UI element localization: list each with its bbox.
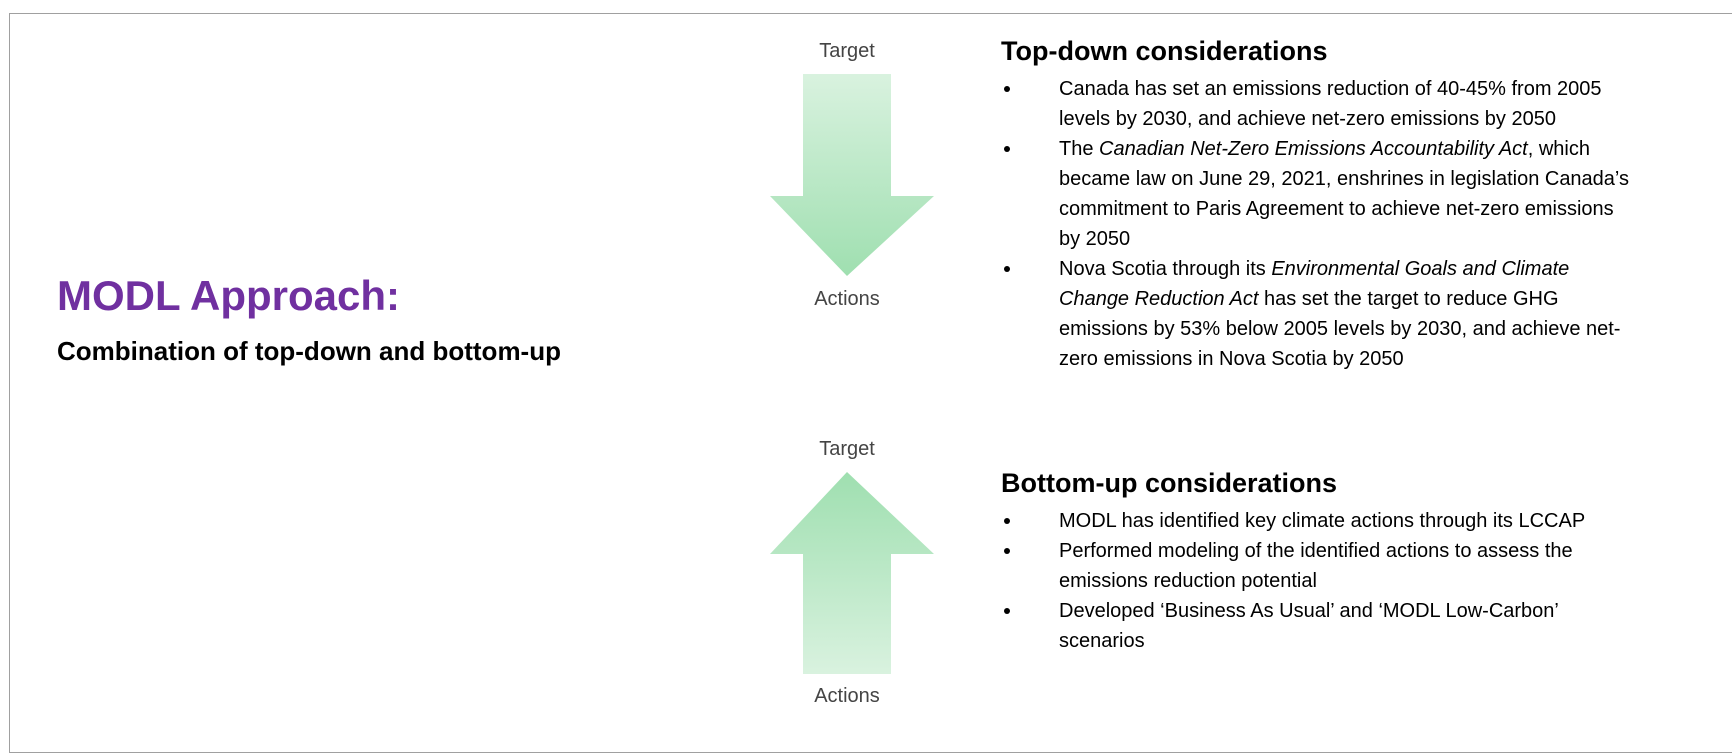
text: became law on June 29, 2021, enshrines i… [1059,168,1630,190]
subtitle: Combination of top-down and bottom-up [57,336,561,366]
text: Nova Scotia through its [1059,258,1272,280]
text: The [1059,138,1100,160]
page: MODL Approach: Combination of top-down a… [9,13,1732,753]
bullet-line: Developed ‘Business As Usual’ and ‘MODL … [1059,596,1559,626]
bullet-line: emissions by 53% below 2005 levels by 20… [1059,314,1620,344]
bullet-line: emissions reduction potential [1059,566,1317,596]
bullet-dot [1004,266,1010,272]
bullet-line: levels by 2030, and achieve net-zero emi… [1059,104,1556,134]
bullet-line: Canada has set an emissions reduction of… [1059,74,1602,104]
bullet-line: Performed modeling of the identified act… [1059,536,1573,566]
text: scenarios [1059,630,1145,652]
arrow-label: Target [819,40,875,62]
title: MODL Approach: [57,272,400,319]
arrow-label: Actions [814,685,880,707]
section-heading: Top-down considerations [1001,36,1328,66]
bullet-line: commitment to Paris Agreement to achieve… [1059,194,1614,224]
bullet-line: Change Reduction Act has set the target … [1059,284,1559,314]
text: zero emissions in Nova Scotia by 2050 [1059,348,1404,370]
arrow-label: Actions [814,288,880,310]
bullet-line: MODL has identified key climate actions … [1059,506,1585,536]
text: has set the target to reduce GHG [1258,288,1559,310]
italic-text: Environmental Goals and Climate [1271,258,1570,280]
bullet-dot [1004,86,1010,92]
text: Canada has set an emissions reduction of… [1059,78,1602,100]
text: levels by 2030, and achieve net-zero emi… [1059,108,1556,130]
text: , which [1527,138,1590,160]
italic-text: Canadian Net-Zero Emissions Accountabili… [1099,138,1528,160]
italic-text: Change Reduction Act [1059,288,1259,310]
bullet-dot [1004,146,1010,152]
arrows [770,74,934,674]
text: Developed ‘Business As Usual’ and ‘MODL … [1059,600,1559,622]
text: emissions reduction potential [1059,570,1317,592]
text: by 2050 [1059,228,1131,250]
up-arrow [770,472,934,674]
bullet-line: The Canadian Net-Zero Emissions Accounta… [1059,134,1590,164]
text: emissions by 53% below 2005 levels by 20… [1059,318,1621,340]
down-arrow [770,74,934,276]
bullet-line: Nova Scotia through its Environmental Go… [1059,254,1569,284]
bullet-dot [1004,548,1010,554]
bullet-line: became law on June 29, 2021, enshrines i… [1059,164,1629,194]
text: commitment to Paris Agreement to achieve… [1059,198,1614,220]
bullet-dot [1004,608,1010,614]
section-heading: Bottom-up considerations [1001,468,1337,498]
bullet-line: by 2050 [1059,224,1130,254]
text: MODL has identified key climate actions … [1059,510,1586,532]
bullet-dot [1004,518,1010,524]
arrow-label: Target [819,438,875,460]
bullet-line: zero emissions in Nova Scotia by 2050 [1059,344,1404,374]
text: Performed modeling of the identified act… [1059,540,1573,562]
bullet-line: scenarios [1059,626,1145,656]
